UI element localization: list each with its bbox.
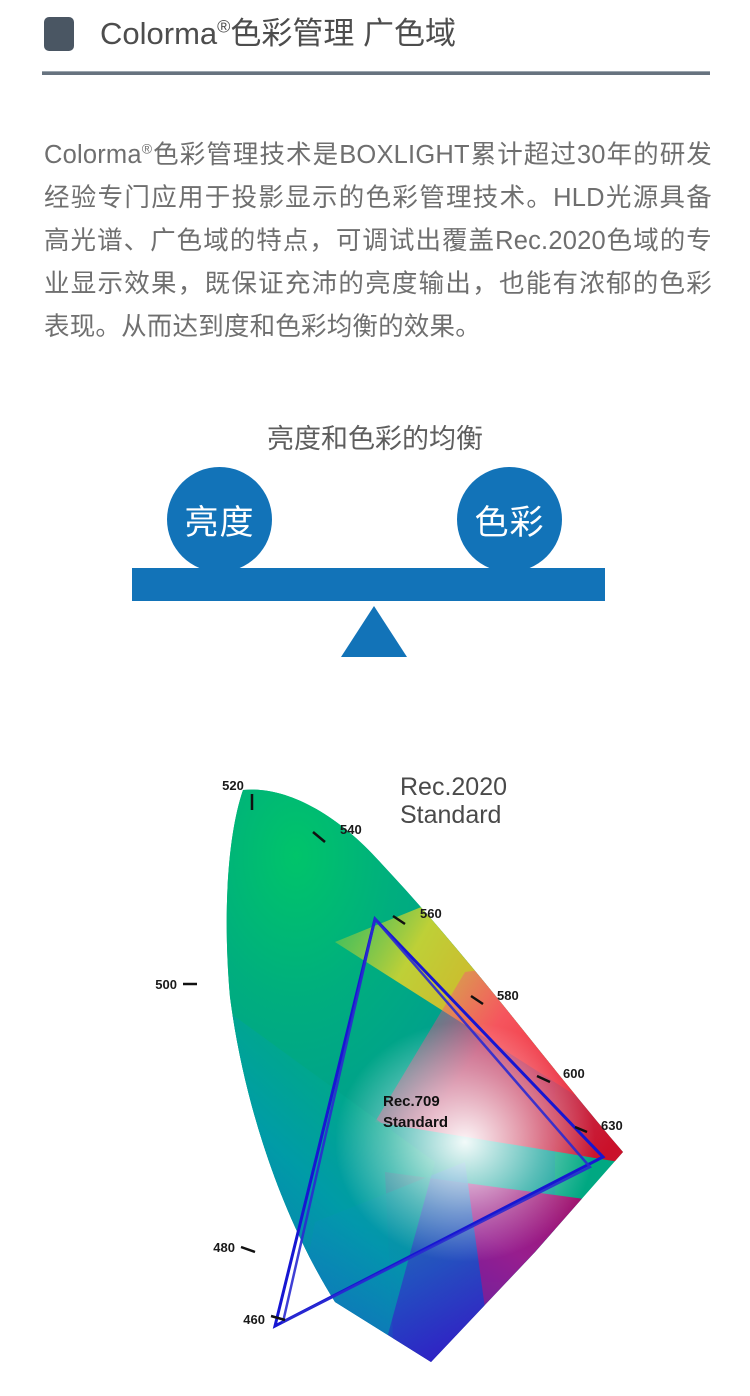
balance-weight-color: 色彩 xyxy=(457,467,562,572)
wavelength-label-580: 580 xyxy=(497,988,519,1003)
svg-text:Rec.2020: Rec.2020 xyxy=(400,773,507,801)
rec709-gamut-triangle xyxy=(281,916,592,1325)
wavelength-label-560: 560 xyxy=(420,906,442,921)
intro-brand: Colorma xyxy=(44,140,142,169)
intro-paragraph: Colorma®色彩管理技术是BOXLIGHT累计超过30年的研发经验专门应用于… xyxy=(44,134,712,349)
header-divider xyxy=(42,71,710,75)
balance-weight-brightness-label: 亮度 xyxy=(184,504,255,542)
wavelength-label-520: 520 xyxy=(222,778,244,793)
balance-title: 亮度和色彩的均衡 xyxy=(267,424,483,454)
balance-bar xyxy=(132,568,605,601)
page-title-main: Colorma xyxy=(100,16,218,51)
wavelength-label-500: 500 xyxy=(155,977,177,992)
wavelength-label-600: 600 xyxy=(563,1066,585,1081)
square-bullet-icon xyxy=(44,17,74,51)
wavelength-label-540: 540 xyxy=(340,822,362,837)
cie-chromaticity-chart: 520 540 560 580 600 630 500 480 460 Rec.… xyxy=(135,742,680,1387)
wavelength-labels: 520 540 560 580 600 630 500 480 460 xyxy=(155,778,622,1327)
wavelength-label-460: 460 xyxy=(243,1312,265,1327)
page-header: Colorma®色彩管理 广色域 xyxy=(0,0,750,82)
intro-body: 色彩管理技术是BOXLIGHT累计超过30年的研发经验专门应用于投影显示的色彩管… xyxy=(44,140,712,341)
registered-mark: ® xyxy=(217,16,231,37)
rec2020-gamut-triangle xyxy=(272,915,606,1329)
wavelength-label-480: 480 xyxy=(213,1240,235,1255)
chromaticity-gamut-fill xyxy=(226,789,624,1362)
svg-text:Standard: Standard xyxy=(383,1114,448,1131)
svg-text:Rec.709: Rec.709 xyxy=(383,1093,440,1110)
page-title: Colorma®色彩管理 广色域 xyxy=(100,16,456,52)
svg-text:Standard: Standard xyxy=(400,801,501,829)
balance-fulcrum-triangle-icon xyxy=(341,606,407,657)
intro-registered-mark: ® xyxy=(141,140,153,156)
rec2020-standard-label: Rec.2020 Standard xyxy=(400,773,507,829)
balance-weight-brightness: 亮度 xyxy=(167,467,272,572)
page-title-rest: 色彩管理 广色域 xyxy=(230,16,457,51)
header-row: Colorma®色彩管理 广色域 xyxy=(44,16,456,52)
chart-svg: 520 540 560 580 600 630 500 480 460 Rec.… xyxy=(155,773,624,1362)
balance-weight-color-label: 色彩 xyxy=(474,504,545,542)
rec709-standard-label: Rec.709 Standard xyxy=(383,1093,448,1131)
wavelength-ticks xyxy=(183,794,588,1322)
wavelength-label-630: 630 xyxy=(601,1118,623,1133)
